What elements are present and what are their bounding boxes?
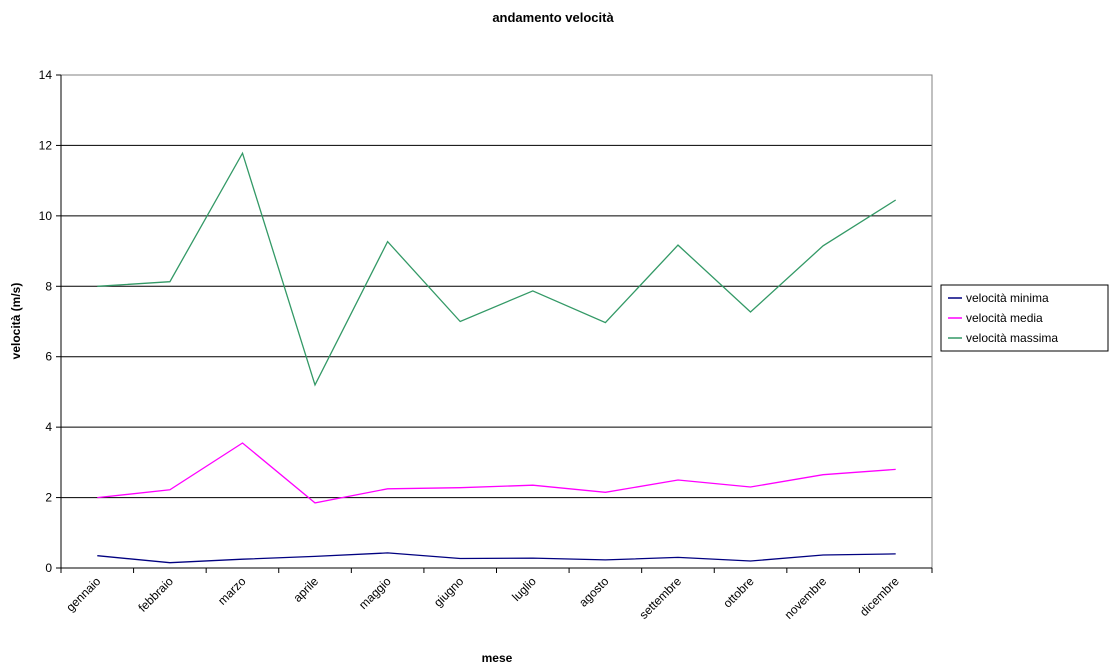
y-tick-label: 8	[45, 279, 52, 293]
x-tick-label: maggio	[356, 574, 394, 612]
x-tick-label: settembre	[636, 574, 684, 622]
y-tick-label: 6	[45, 350, 52, 364]
y-axis-title: velocità (m/s)	[9, 283, 23, 360]
x-tick-label: marzo	[215, 574, 249, 608]
x-tick-label: aprile	[291, 574, 322, 605]
legend-label: velocità massima	[966, 331, 1058, 345]
plot-area: 0 2 4 6 8 10 12 14 gennaio febbraio marzo aprile mag…	[39, 68, 933, 622]
x-axis-title: mese	[482, 651, 513, 665]
y-tick-label: 0	[45, 561, 52, 575]
x-tick-label: giugno	[431, 574, 467, 610]
y-tick-label: 14	[39, 68, 53, 82]
series-line-3	[97, 151, 897, 387]
y-tick-label: 12	[39, 138, 53, 152]
x-tick-label: ottobre	[720, 574, 757, 611]
legend-label: velocità minima	[966, 291, 1049, 305]
x-tick-label: dicembre	[857, 574, 902, 619]
y-tick-label: 2	[45, 491, 52, 505]
x-tick-label: febbraio	[135, 574, 176, 615]
x-tick-label: novembre	[782, 574, 830, 622]
plot-border	[60, 74, 933, 569]
legend-box	[940, 284, 1109, 352]
chart-title: andamento velocità	[492, 10, 614, 25]
legend-label: velocità media	[966, 311, 1043, 325]
x-tick-label: luglio	[509, 574, 539, 604]
x-tick-label: agosto	[576, 574, 612, 610]
series-line-2	[97, 442, 896, 504]
series-line-1	[97, 552, 896, 564]
y-tick-label: 4	[45, 420, 52, 434]
legend: velocità minima velocità media velocità ma…	[940, 284, 1109, 352]
y-tick-label: 10	[39, 209, 53, 223]
x-tick-label: gennaio	[63, 574, 103, 614]
